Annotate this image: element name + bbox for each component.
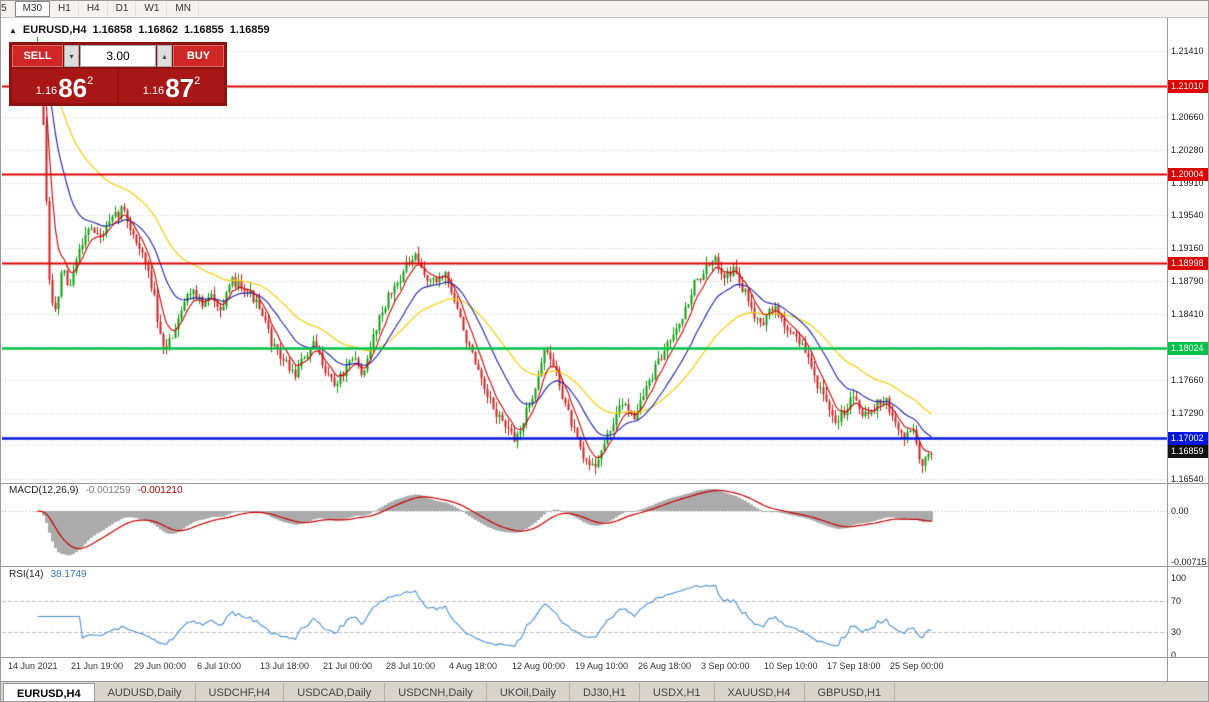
chart-close-value: 1.16859	[229, 24, 270, 36]
volume-input[interactable]: 3.00	[80, 45, 156, 67]
timeframe-5-button[interactable]: 5	[1, 1, 15, 17]
caret-down-icon: ▾	[69, 51, 74, 61]
time-axis-label: 3 Sep 00:00	[701, 661, 750, 671]
macd-value-signal: -0.001210	[137, 485, 183, 496]
macd-name: MACD(12,26,9)	[9, 485, 79, 496]
time-axis-label: 21 Jun 19:00	[71, 661, 124, 671]
chart-high-value: 1.16862	[138, 24, 179, 36]
time-axis: 14 Jun 2021 21 Jun 19:00 29 Jun 00:00 6 Jul…	[2, 659, 1167, 675]
timeframe-d1-button[interactable]: D1	[108, 1, 137, 17]
chart-tab-audusd[interactable]: AUDUSD,Daily	[95, 683, 196, 701]
chart-tab-dj30[interactable]: DJ30,H1	[570, 683, 640, 701]
time-axis-label: 10 Sep 10:00	[764, 661, 818, 671]
price-level-badge: 1.18998	[1168, 256, 1208, 270]
price-chart-canvas[interactable]	[2, 18, 1167, 676]
buy-button[interactable]: BUY	[173, 45, 224, 67]
timeframe-h4-button[interactable]: H4	[79, 1, 108, 17]
pane-separator[interactable]	[1, 657, 1208, 658]
time-axis-label: 4 Aug 18:00	[449, 661, 498, 671]
time-axis-label: 28 Jul 10:00	[386, 661, 436, 671]
price-axis-label: 1.20280	[1171, 145, 1204, 156]
time-axis-label: 14 Jun 2021	[8, 661, 58, 671]
time-axis-label: 25 Sep 00:00	[890, 661, 944, 671]
rsi-label: RSI(14) 38.1749	[9, 569, 87, 580]
timeframe-mn-button[interactable]: MN	[167, 1, 199, 17]
time-axis-label: 17 Sep 18:00	[827, 661, 881, 671]
time-axis-label: 13 Jul 18:00	[260, 661, 310, 671]
chart-window: ▲ EURUSD,H4 1.16858 1.16862 1.16855 1.16…	[1, 18, 1208, 681]
one-click-controls: SELL ▾ 3.00 ▴ BUY	[12, 45, 224, 67]
chart-tab-xauusd[interactable]: XAUUSD,H4	[715, 683, 805, 701]
one-click-trading-panel: SELL ▾ 3.00 ▴ BUY 1.16 86 2 1.16 87 2	[9, 42, 227, 106]
chart-tab-usdx[interactable]: USDX,H1	[640, 683, 715, 701]
buy-price-display[interactable]: 1.16 87 2	[119, 69, 224, 103]
sell-price-pips: 86	[58, 73, 88, 103]
chart-tab-gbpusd[interactable]: GBPUSD,H1	[805, 683, 896, 701]
rsi-axis-label: 0	[1171, 650, 1177, 660]
timeframe-w1-button[interactable]: W1	[136, 1, 168, 17]
sell-price-prefix: 1.16	[35, 85, 58, 97]
current-price-badge: 1.16859	[1168, 444, 1208, 458]
chart-open-value: 1.16858	[92, 24, 133, 36]
price-axis-label: 1.19160	[1171, 243, 1204, 254]
price-axis-label: 1.17660	[1171, 375, 1204, 386]
rsi-axis-label: 30	[1171, 626, 1182, 637]
price-axis-label: 1.19910	[1171, 177, 1204, 188]
buy-price-point: 2	[194, 75, 201, 87]
price-level-badge: 1.18024	[1168, 342, 1208, 356]
macd-label: MACD(12,26,9) -0.001259 -0.001210	[9, 485, 183, 496]
timeframe-m30-button[interactable]: M30	[14, 1, 51, 17]
chart-shift-marker-icon: ▲	[9, 25, 17, 35]
chart-title: ▲ EURUSD,H4 1.16858 1.16862 1.16855 1.16…	[9, 24, 270, 36]
chart-symbol-period: EURUSD,H4	[22, 24, 87, 36]
time-axis-label: 29 Jun 00:00	[134, 661, 187, 671]
price-axis: 1.21410 1.20660 1.20280 1.19910 1.19540 1.191…	[1167, 18, 1208, 681]
chart-tab-eurusd[interactable]: EURUSD,H4	[3, 683, 95, 701]
time-axis-label: 26 Aug 18:00	[638, 661, 692, 671]
time-axis-label: 21 Jul 00:00	[323, 661, 373, 671]
chart-tab-usdcad[interactable]: USDCAD,Daily	[284, 683, 386, 701]
price-level-badge: 1.17002	[1168, 432, 1208, 445]
price-axis-label: 1.21410	[1171, 45, 1204, 56]
buy-price-prefix: 1.16	[142, 85, 165, 97]
macd-axis-label: -0.00715	[1171, 557, 1207, 567]
buy-price-pips: 87	[165, 73, 195, 103]
rsi-value: 38.1749	[50, 569, 87, 580]
chart-tab-usdcnh[interactable]: USDCNH,Daily	[385, 683, 487, 701]
sell-price-point: 2	[87, 75, 94, 87]
rsi-axis-label: 100	[1171, 573, 1187, 583]
price-axis-label: 1.17290	[1171, 407, 1204, 418]
rsi-name: RSI(14)	[9, 569, 44, 580]
chart-tab-usdchf[interactable]: USDCHF,H4	[196, 683, 285, 701]
price-axis-label: 1.20660	[1171, 111, 1204, 122]
price-axis-label: 1.18790	[1171, 275, 1204, 286]
rsi-axis-label: 70	[1171, 596, 1182, 607]
macd-axis-label: 0.00	[1171, 506, 1189, 516]
chart-tab-ukoil[interactable]: UKOil,Daily	[487, 683, 571, 701]
sell-price-display[interactable]: 1.16 86 2	[12, 69, 117, 103]
pane-separator[interactable]	[1, 483, 1208, 484]
volume-spinner[interactable]: ▴	[157, 45, 172, 67]
time-axis-label: 12 Aug 00:00	[512, 661, 566, 671]
timeframe-toolbar: 5 M30 H1 H4 D1 W1 MN	[1, 1, 1208, 18]
price-level-badge: 1.21010	[1168, 79, 1208, 93]
price-axis-label: 1.18410	[1171, 309, 1204, 320]
sell-options-button[interactable]: ▾	[64, 45, 79, 67]
price-axis-label: 1.19540	[1171, 210, 1204, 221]
chart-tabs-bar: EURUSD,H4 AUDUSD,Daily USDCHF,H4 USDCAD,Dai…	[1, 681, 1208, 701]
timeframe-h1-button[interactable]: H1	[50, 1, 79, 17]
pane-separator[interactable]	[1, 566, 1208, 567]
sell-button[interactable]: SELL	[12, 45, 63, 67]
time-axis-label: 19 Aug 10:00	[575, 661, 629, 671]
price-axis-label: 1.16540	[1171, 473, 1204, 484]
price-level-badge: 1.20004	[1168, 168, 1208, 182]
time-axis-label: 6 Jul 10:00	[197, 661, 242, 671]
one-click-prices: 1.16 86 2 1.16 87 2	[12, 69, 224, 103]
caret-up-icon: ▴	[162, 51, 167, 61]
chart-low-value: 1.16855	[184, 24, 224, 36]
macd-value-main: -0.001259	[85, 485, 131, 496]
